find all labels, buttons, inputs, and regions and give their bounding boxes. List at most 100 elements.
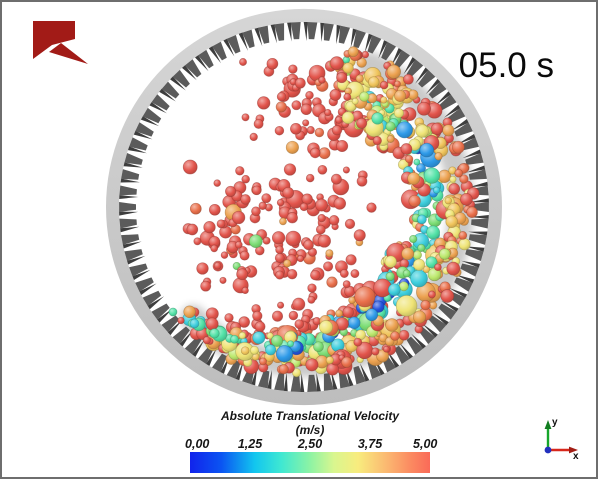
particle: [292, 368, 302, 378]
drum-tooth: [258, 25, 270, 44]
x-axis-arrowhead: [569, 446, 578, 454]
drum-tooth: [418, 69, 436, 88]
drum-tooth-side: [140, 116, 159, 127]
drum-tooth-side: [123, 162, 143, 168]
particle: [271, 231, 286, 245]
particle: [335, 309, 344, 318]
particle: [238, 316, 250, 328]
particle: [314, 127, 325, 138]
particle: [302, 119, 310, 127]
drum-tooth: [274, 23, 285, 41]
particle: [365, 308, 379, 322]
particle: [313, 341, 324, 353]
particle: [341, 111, 355, 124]
drum-tooth-side: [270, 24, 277, 44]
drum-tooth-side: [465, 246, 485, 252]
particle: [251, 185, 262, 196]
legend-tick-0: 0,00: [185, 437, 210, 451]
drum-tooth-side: [238, 32, 248, 51]
particle: [434, 152, 443, 161]
drum-tooth-side: [182, 65, 197, 81]
drum-tooth: [151, 303, 170, 320]
particle: [236, 268, 249, 281]
particle: [213, 261, 222, 270]
drum-tooth: [258, 370, 270, 389]
particle: [350, 269, 360, 279]
legend-tick-3: 3,75: [357, 437, 383, 451]
particle: [402, 269, 411, 278]
particle: [258, 201, 267, 210]
drum-tooth: [307, 22, 318, 40]
particle: [205, 317, 219, 331]
particle: [417, 214, 427, 225]
particle: [186, 223, 199, 236]
drum-tooth: [338, 25, 350, 44]
drum-tooth-side: [267, 369, 272, 390]
particle: [251, 206, 261, 217]
particle: [331, 125, 343, 136]
particle: [286, 212, 298, 224]
particle: [342, 306, 354, 318]
drum-tooth-side: [399, 342, 413, 359]
drum-tooth-side: [331, 370, 338, 390]
particle: [262, 236, 271, 245]
drum-tooth: [124, 153, 143, 165]
particle: [275, 345, 294, 363]
particle: [241, 174, 250, 184]
drum-tooth-side: [223, 38, 235, 57]
drum-tooth-side: [120, 226, 140, 233]
particle: [384, 255, 397, 268]
particle: [189, 202, 202, 215]
particle: [275, 270, 285, 280]
drum-tooth: [242, 29, 255, 49]
particle: [440, 289, 455, 303]
particle: [449, 175, 457, 183]
particle: [434, 263, 442, 272]
legend-units: (m/s): [295, 423, 325, 437]
particle: [283, 163, 297, 176]
particle: [336, 72, 348, 84]
drum-tooth: [274, 373, 285, 391]
particle: [458, 238, 471, 251]
particle: [387, 283, 401, 297]
particle: [432, 186, 441, 194]
drum-tooth: [151, 94, 170, 111]
particle: [303, 239, 314, 251]
particle: [315, 198, 329, 212]
drum-tooth: [394, 49, 410, 69]
particle: [356, 175, 368, 187]
drum-tooth: [226, 360, 241, 379]
drum-tooth-side: [120, 178, 140, 183]
drum-tooth-side: [411, 333, 426, 349]
particle: [323, 261, 334, 272]
particle: [294, 319, 305, 329]
particle: [305, 358, 319, 372]
particle: [425, 256, 438, 269]
particle: [193, 237, 202, 246]
drum-tooth-side: [364, 33, 373, 53]
particle: [394, 89, 407, 102]
drum-tooth-side: [466, 165, 486, 173]
particle: [466, 206, 478, 218]
drum-tooth-side: [208, 46, 221, 64]
particle: [182, 159, 198, 175]
particle: [248, 234, 263, 249]
particle: [386, 135, 395, 143]
drum-tooth: [454, 122, 473, 137]
drum-tooth: [172, 326, 190, 345]
drum-tooth-side: [119, 211, 139, 216]
drum-tooth: [161, 315, 180, 333]
drum-tooth-side: [350, 28, 357, 48]
particle: [219, 276, 227, 284]
particle: [300, 103, 313, 116]
particle: [231, 210, 246, 225]
logo-arrow-shape: [49, 43, 88, 64]
particle: [307, 295, 316, 304]
drum-tooth: [381, 41, 396, 61]
particle: [380, 96, 388, 104]
particle: [266, 332, 274, 340]
drum-tooth: [353, 29, 366, 49]
particle: [285, 230, 302, 247]
drum-tooth: [323, 373, 334, 391]
